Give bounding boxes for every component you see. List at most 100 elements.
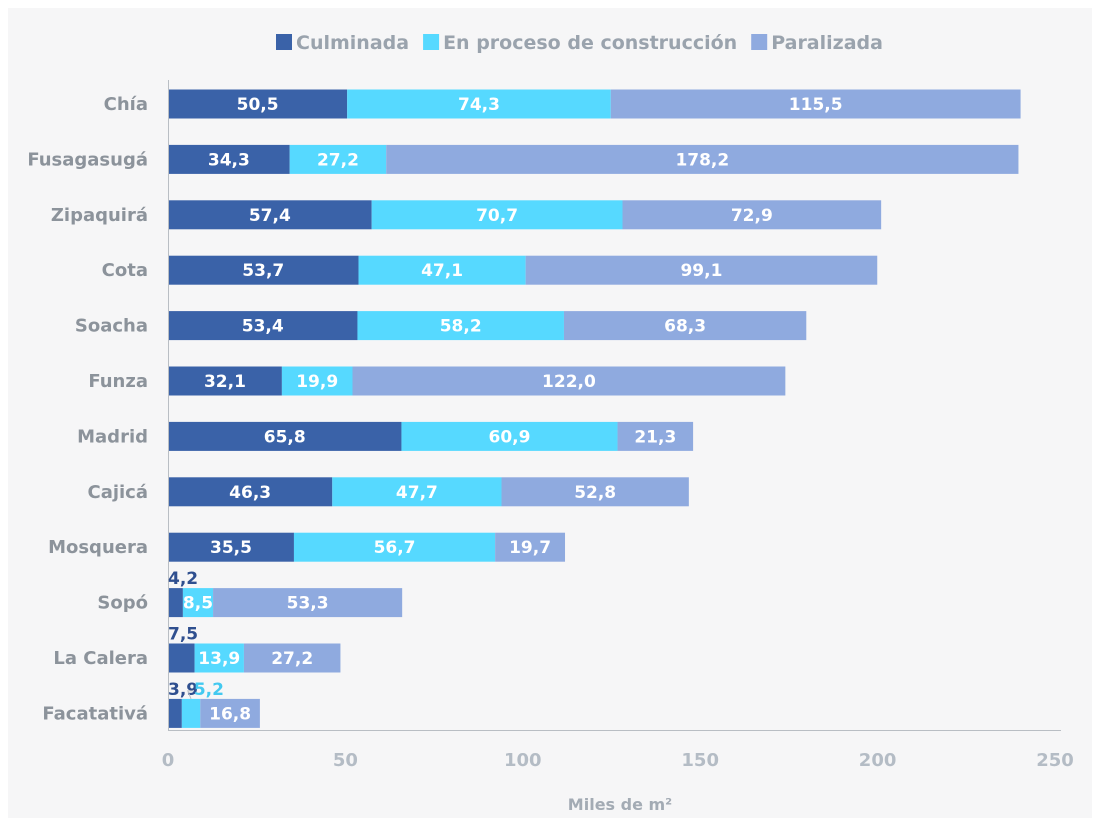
value-label: 16,8 [209, 704, 251, 724]
category-label: Fusagasugá [27, 149, 148, 170]
value-label: 115,5 [789, 95, 843, 115]
value-label: 70,7 [476, 206, 518, 226]
x-tick-label: 100 [504, 750, 542, 771]
category-label: Zipaquirá [51, 205, 148, 226]
bar-segment-2 [200, 698, 260, 728]
bar-segment-0 [168, 200, 372, 230]
value-label: 58,2 [440, 317, 482, 337]
bar-segment-1 [332, 477, 502, 507]
bar-segment-0 [168, 643, 195, 673]
bar-segment-0 [168, 311, 358, 341]
value-label: 53,3 [287, 594, 329, 614]
x-axis-title: Miles de m² [568, 795, 672, 814]
value-label: 27,2 [271, 649, 313, 669]
bar-segment-2 [617, 421, 694, 451]
legend: Culminada En proceso de construcción Paral… [276, 32, 883, 54]
x-tick-label: 150 [681, 750, 719, 771]
bar-segment-0 [168, 477, 333, 507]
value-label: 35,5 [210, 538, 252, 558]
value-label: 53,4 [242, 317, 284, 337]
bar-segment-0 [168, 532, 294, 562]
x-tick-label: 0 [162, 750, 175, 771]
value-label: 65,8 [264, 427, 306, 447]
bar-segment-1 [347, 89, 611, 119]
x-tick-label: 250 [1036, 750, 1074, 771]
legend-swatch-2 [751, 34, 768, 50]
value-label: 74,3 [458, 95, 500, 115]
axes: 0 50 100 150 200 250 [162, 80, 1074, 771]
value-label: 68,3 [664, 317, 706, 337]
bar-segment-0 [168, 89, 348, 119]
bar-segment-1 [371, 200, 623, 230]
bars-group [168, 89, 1021, 728]
category-label: Mosquera [48, 537, 148, 558]
bar-segment-2 [622, 200, 882, 230]
value-label: 32,1 [204, 372, 246, 392]
bar-segment-1 [281, 366, 353, 396]
value-label: 19,9 [296, 372, 338, 392]
value-label: 13,9 [198, 649, 240, 669]
category-label: La Calera [53, 648, 148, 669]
bar-segment-2 [610, 89, 1021, 119]
bar-segment-2 [501, 477, 689, 507]
category-label: Chía [104, 94, 148, 115]
leader-line [187, 690, 193, 700]
value-label: 8,5 [183, 594, 213, 614]
bar-segment-2 [386, 144, 1019, 174]
bar-segment-0 [168, 698, 182, 728]
value-label: 50,5 [237, 95, 279, 115]
value-label: 122,0 [542, 372, 596, 392]
category-labels: Chía Fusagasugá Zipaquirá Cota Soacha Funza Ma… [27, 94, 148, 724]
category-label: Madrid [77, 426, 148, 447]
value-label: 3,9 [168, 680, 198, 700]
value-label: 21,3 [634, 427, 676, 447]
category-label: Cota [102, 260, 148, 281]
bar-segment-0 [168, 588, 183, 618]
bar-segment-2 [525, 255, 878, 285]
bar-segment-2 [243, 643, 341, 673]
bar-segment-1 [289, 144, 387, 174]
bar-segment-1 [358, 255, 526, 285]
value-label: 4,2 [168, 569, 198, 589]
value-label: 72,9 [731, 206, 773, 226]
bar-segment-1 [293, 532, 496, 562]
value-label: 47,7 [396, 483, 438, 503]
category-label: Facatativá [42, 703, 148, 724]
bar-segment-0 [168, 255, 359, 285]
x-tick-label: 200 [859, 750, 897, 771]
value-label: 57,4 [249, 206, 291, 226]
bar-segment-2 [213, 588, 403, 618]
bar-segment-1 [194, 643, 244, 673]
bar-segment-1 [401, 421, 618, 451]
value-labels: 50,5 74,3 115,5 34,3 27,2 178,2 57,4 70,7 72,9 53… [168, 95, 843, 724]
bar-segment-0 [168, 421, 402, 451]
category-label: Soacha [75, 316, 148, 337]
legend-swatch-0 [276, 34, 292, 50]
legend-swatch-1 [423, 34, 440, 50]
value-label: 5,2 [194, 680, 224, 700]
bar-segment-2 [563, 311, 807, 341]
value-label: 19,7 [509, 538, 551, 558]
bar-segment-0 [168, 366, 282, 396]
category-label: Sopó [97, 593, 148, 614]
bar-segment-1 [182, 588, 214, 618]
bar-segment-1 [357, 311, 564, 341]
value-label: 60,9 [489, 427, 531, 447]
value-label: 27,2 [317, 150, 359, 170]
value-label: 99,1 [680, 261, 722, 281]
x-tick-label: 50 [333, 750, 358, 771]
legend-label-1: En proceso de construcción [443, 32, 737, 54]
bar-segment-2 [495, 532, 566, 562]
category-label: Funza [88, 371, 148, 392]
value-label: 56,7 [374, 538, 416, 558]
legend-label-2: Paralizada [771, 32, 883, 54]
value-label: 7,5 [168, 625, 198, 645]
value-label: 34,3 [208, 150, 250, 170]
value-label: 47,1 [421, 261, 463, 281]
bar-segment-1 [181, 698, 201, 728]
stacked-bar-chart: Culminada En proceso de construcción Paral… [27, 32, 1074, 814]
value-label: 52,8 [574, 483, 616, 503]
value-label: 53,7 [242, 261, 284, 281]
value-label: 46,3 [229, 483, 271, 503]
value-label: 178,2 [675, 150, 729, 170]
